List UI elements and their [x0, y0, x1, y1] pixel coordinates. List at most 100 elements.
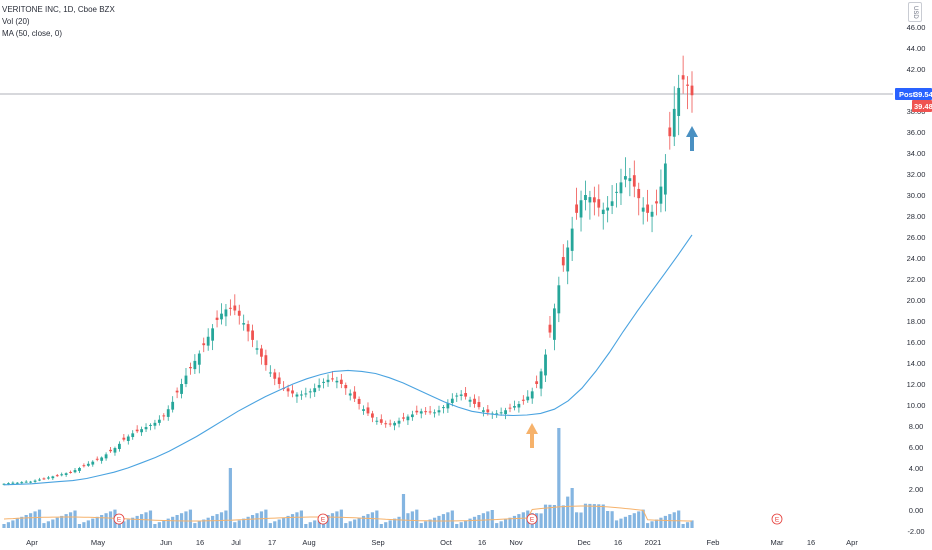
candle-body	[437, 410, 441, 413]
volume-bar	[681, 524, 685, 528]
x-tick-label: Feb	[707, 538, 720, 547]
volume-bar	[344, 523, 348, 528]
last-price-tag: 39.48	[912, 100, 932, 112]
volume-bar	[446, 512, 450, 528]
volume-bar	[348, 521, 352, 528]
candle-body	[38, 479, 41, 481]
candle-body	[353, 391, 357, 399]
candle-body	[264, 355, 268, 366]
candle-body	[379, 419, 383, 423]
x-tick-label: 2021	[645, 538, 662, 547]
candle-body	[224, 309, 228, 317]
volume-bar	[122, 521, 126, 528]
volume-bar	[637, 511, 641, 528]
volume-bar	[570, 488, 574, 528]
volume-bar	[273, 521, 277, 528]
candle-body	[548, 324, 552, 333]
y-tick-label: 26.00	[907, 233, 926, 242]
candle-body	[615, 191, 618, 193]
candle-body	[251, 330, 254, 340]
post-price: 39.54	[914, 90, 932, 99]
candle-body	[113, 448, 117, 453]
candle-body	[228, 307, 232, 309]
earnings-marker-icon	[317, 513, 329, 525]
candle-body	[481, 410, 485, 412]
volume-bar	[361, 515, 366, 528]
candle-body	[544, 354, 547, 376]
volume-bar	[353, 519, 357, 528]
volume-bar	[86, 520, 90, 528]
candle-body	[317, 385, 321, 388]
volume-bar	[224, 510, 228, 528]
y-tick-label: 6.00	[909, 443, 924, 452]
candle-body	[561, 257, 565, 266]
candle-body	[184, 375, 188, 385]
candle-body	[597, 199, 601, 208]
candle-body	[357, 398, 361, 404]
x-tick-label: Aug	[302, 538, 315, 547]
candlesticks	[2, 55, 694, 486]
volume-bar	[490, 510, 494, 528]
volume-bar	[588, 503, 592, 528]
earnings-marker-label: E	[775, 517, 780, 524]
currency-button[interactable]: USD	[908, 2, 922, 22]
volume-bar	[623, 516, 628, 528]
volume-bar	[610, 511, 614, 528]
volume-bar	[166, 518, 170, 528]
volume-bar	[650, 521, 654, 528]
y-tick-label: 20.00	[907, 296, 926, 305]
candle-body	[7, 483, 10, 485]
candle-body	[366, 407, 370, 414]
candle-body	[286, 388, 290, 392]
candle-body	[144, 427, 148, 430]
volume-indicator-label[interactable]: Vol (20)	[2, 17, 30, 26]
candle-body	[24, 481, 28, 483]
candle-body	[91, 461, 95, 465]
candle-body	[246, 324, 250, 332]
volume-bar	[46, 521, 50, 528]
candle-body	[104, 454, 108, 459]
candle-body	[539, 371, 543, 389]
volume-bar	[539, 513, 543, 528]
volume-bar	[148, 510, 153, 528]
volume-bar	[335, 511, 339, 528]
candle-body	[495, 413, 499, 415]
volume-bar	[672, 512, 676, 528]
volume-bar	[193, 523, 197, 528]
volume-bar	[197, 521, 201, 528]
volume-bar	[295, 512, 299, 528]
volume-bar	[42, 523, 46, 528]
candle-body	[260, 348, 263, 357]
candle-body	[197, 353, 201, 365]
ma-indicator-label[interactable]: MA (50, close, 0)	[2, 29, 63, 38]
symbol-title[interactable]: VERITONE INC, 1D, Cboe BZX	[2, 5, 115, 14]
moving-average-line	[3, 234, 693, 486]
candle-body	[535, 381, 539, 384]
candle-body	[313, 388, 317, 393]
volume-bar	[424, 521, 428, 528]
volume-bar	[255, 513, 259, 528]
candle-body	[64, 473, 68, 475]
candle-body	[149, 424, 152, 426]
volume-bar	[51, 519, 55, 528]
volume-bar	[250, 515, 255, 528]
volume-bar	[202, 519, 206, 528]
volume-bar	[73, 510, 77, 528]
y-tick-label: 18.00	[907, 317, 926, 326]
volume-bar	[157, 522, 161, 528]
volume-bar	[171, 516, 175, 528]
volume-bar	[330, 513, 335, 528]
volume-bar	[153, 524, 157, 528]
candle-body	[60, 474, 64, 476]
candle-body	[468, 399, 472, 402]
candle-body	[517, 403, 521, 408]
volume-bar	[472, 516, 477, 528]
volume-bar	[299, 510, 303, 528]
candle-body	[233, 305, 237, 311]
candle-body	[206, 336, 210, 346]
earnings-marker-icon	[113, 513, 125, 525]
candle-body	[477, 402, 481, 408]
volume-bar	[135, 515, 139, 528]
x-tick-label: Sep	[371, 538, 384, 547]
volume-bar	[108, 511, 113, 528]
